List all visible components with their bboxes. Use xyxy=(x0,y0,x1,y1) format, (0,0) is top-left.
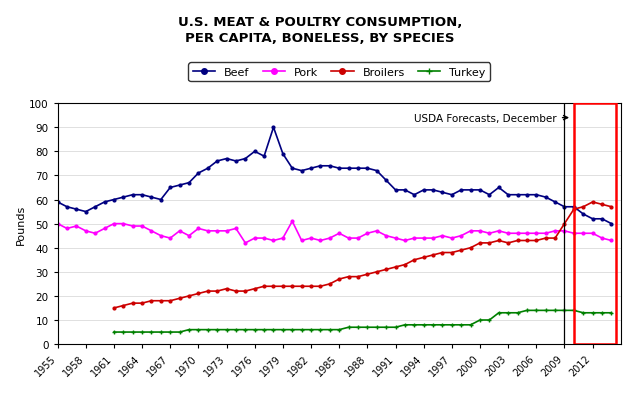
Pork xyxy=(54,222,61,226)
Beef xyxy=(54,200,61,205)
Pork xyxy=(232,226,240,231)
Pork xyxy=(148,229,156,234)
Beef xyxy=(241,157,249,162)
Turkey xyxy=(195,327,202,332)
Line: Broilers: Broilers xyxy=(113,201,613,309)
Beef xyxy=(213,159,221,164)
Turkey xyxy=(232,327,240,332)
Broilers xyxy=(195,291,202,296)
Pork xyxy=(195,226,202,231)
Turkey xyxy=(241,327,249,332)
Beef xyxy=(269,126,277,130)
Turkey xyxy=(401,323,409,328)
Pork xyxy=(241,241,249,246)
Broilers xyxy=(232,289,240,294)
Line: Turkey: Turkey xyxy=(112,309,614,334)
Broilers xyxy=(401,262,409,267)
Pork xyxy=(289,219,296,224)
Pork xyxy=(607,239,615,243)
Turkey xyxy=(213,327,221,332)
Beef xyxy=(607,222,615,226)
Broilers xyxy=(148,298,156,303)
Pork xyxy=(213,229,221,234)
Beef xyxy=(232,159,240,164)
Text: U.S. MEAT & POULTRY CONSUMPTION,
PER CAPITA, BONELESS, BY SPECIES: U.S. MEAT & POULTRY CONSUMPTION, PER CAP… xyxy=(178,16,462,45)
Line: Beef: Beef xyxy=(56,126,613,226)
Pork xyxy=(420,236,428,241)
Broilers xyxy=(213,289,221,294)
Line: Pork: Pork xyxy=(56,220,613,245)
Y-axis label: Pounds: Pounds xyxy=(16,204,26,244)
Text: USDA Forecasts, December: USDA Forecasts, December xyxy=(414,113,568,123)
Broilers xyxy=(607,205,615,210)
Turkey xyxy=(607,311,615,315)
Beef xyxy=(410,193,418,198)
Broilers xyxy=(241,289,249,294)
Beef xyxy=(195,171,202,176)
Bar xyxy=(574,104,616,344)
Beef xyxy=(148,195,156,200)
Turkey xyxy=(148,330,156,335)
Legend: Beef, Pork, Broilers, Turkey: Beef, Pork, Broilers, Turkey xyxy=(188,63,490,82)
Pork xyxy=(251,236,259,241)
